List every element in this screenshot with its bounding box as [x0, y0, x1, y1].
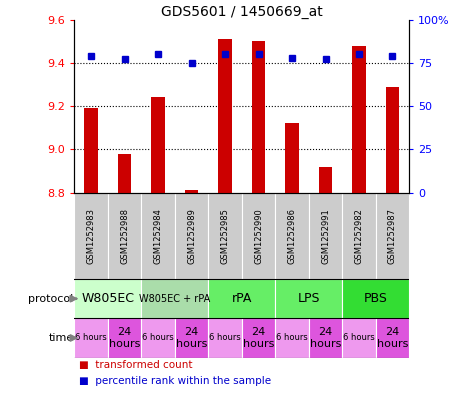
Bar [85, 108, 98, 193]
Bar [352, 46, 365, 193]
Text: time: time [48, 333, 74, 343]
Text: protocol: protocol [28, 294, 74, 304]
Text: LPS: LPS [298, 292, 320, 305]
Text: GSM1252982: GSM1252982 [354, 208, 364, 264]
Bar [275, 318, 309, 358]
Text: 24
hours: 24 hours [310, 327, 341, 349]
Bar [208, 193, 242, 279]
Text: PBS: PBS [364, 292, 388, 305]
Bar [286, 123, 299, 193]
Text: GSM1252988: GSM1252988 [120, 208, 129, 264]
Bar [74, 318, 108, 358]
Bar [309, 193, 342, 279]
Text: GSM1252987: GSM1252987 [388, 208, 397, 264]
Bar [141, 193, 175, 279]
Text: 24
hours: 24 hours [176, 327, 207, 349]
Bar [342, 193, 376, 279]
Text: ■  transformed count: ■ transformed count [79, 360, 193, 369]
Text: ■  percentile rank within the sample: ■ percentile rank within the sample [79, 376, 271, 386]
Text: GSM1252983: GSM1252983 [86, 208, 96, 264]
Text: GSM1252986: GSM1252986 [287, 208, 297, 264]
Bar [252, 41, 265, 193]
Bar [208, 279, 275, 318]
Text: 24
hours: 24 hours [377, 327, 408, 349]
Bar [74, 193, 108, 279]
Text: GSM1252985: GSM1252985 [220, 208, 230, 264]
Bar [309, 318, 342, 358]
Text: 6 hours: 6 hours [75, 334, 107, 342]
Bar [74, 279, 141, 318]
Bar [108, 193, 141, 279]
Bar [208, 318, 242, 358]
Text: W805EC: W805EC [81, 292, 134, 305]
Text: GSM1252984: GSM1252984 [153, 208, 163, 264]
Bar [342, 279, 409, 318]
Bar [108, 318, 141, 358]
Bar [242, 318, 275, 358]
Bar [141, 318, 175, 358]
Bar [386, 87, 399, 193]
Text: 6 hours: 6 hours [209, 334, 241, 342]
Bar [219, 39, 232, 193]
Text: 24
hours: 24 hours [243, 327, 274, 349]
Bar [275, 193, 309, 279]
Text: 6 hours: 6 hours [142, 334, 174, 342]
Bar [275, 279, 342, 318]
Bar [242, 193, 275, 279]
Text: GSM1252991: GSM1252991 [321, 208, 330, 264]
Text: 24
hours: 24 hours [109, 327, 140, 349]
Text: W805EC + rPA: W805EC + rPA [139, 294, 211, 304]
Bar [185, 190, 198, 193]
Bar [342, 318, 376, 358]
Text: GSM1252990: GSM1252990 [254, 208, 263, 264]
Bar [376, 318, 409, 358]
Bar [376, 193, 409, 279]
Bar [118, 154, 131, 193]
Text: rPA: rPA [232, 292, 252, 305]
Text: GSM1252989: GSM1252989 [187, 208, 196, 264]
Bar [141, 279, 208, 318]
Text: 6 hours: 6 hours [276, 334, 308, 342]
Bar [319, 167, 332, 193]
Bar [152, 97, 165, 193]
Title: GDS5601 / 1450669_at: GDS5601 / 1450669_at [161, 5, 323, 18]
Text: 6 hours: 6 hours [343, 334, 375, 342]
Bar [175, 193, 208, 279]
Bar [175, 318, 208, 358]
